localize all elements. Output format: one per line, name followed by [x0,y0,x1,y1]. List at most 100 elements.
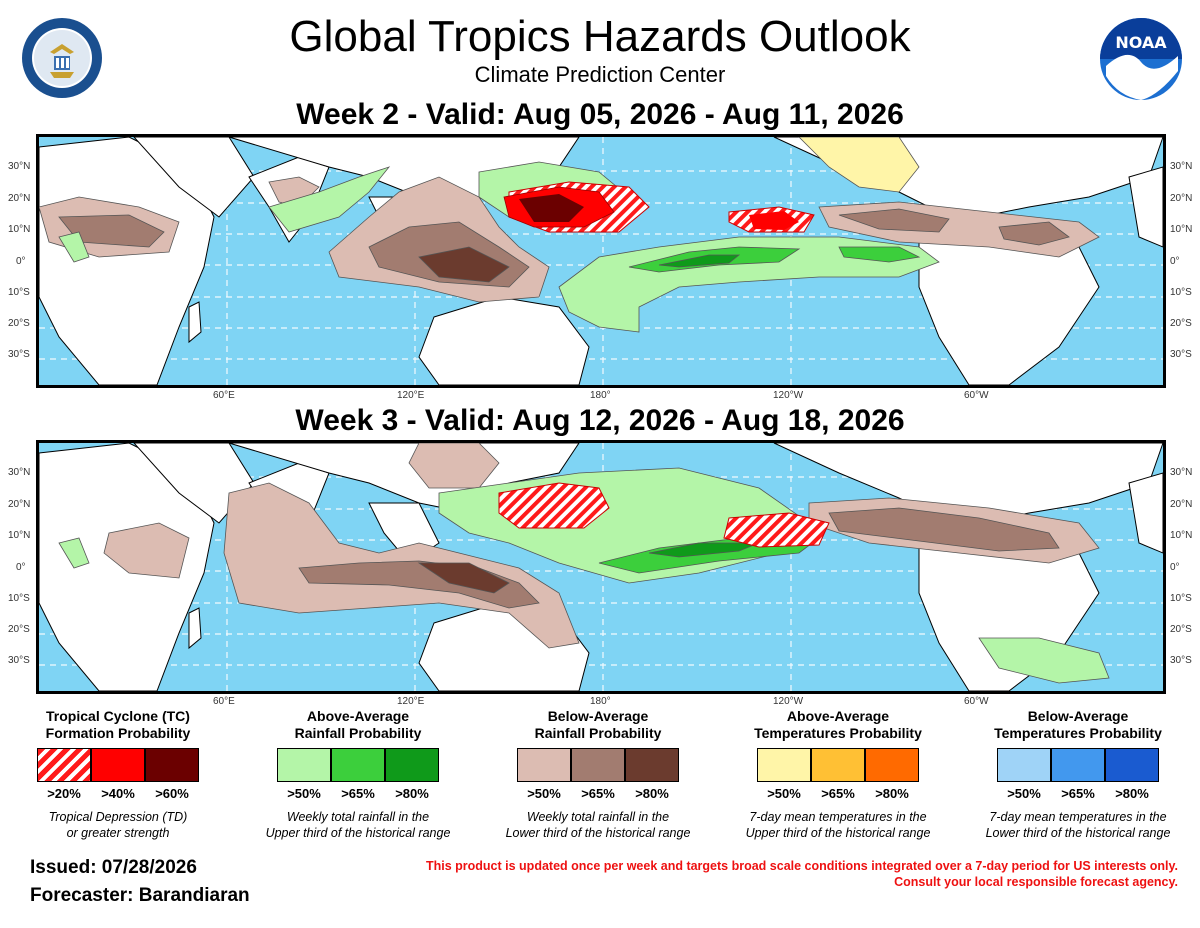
w3-lat-0-left: 0° [16,562,26,573]
legend-swatch-80 [1105,748,1159,782]
w2-lat-20s-right: 20°S [1170,318,1192,329]
week3-tc-epac-20 [723,512,830,548]
legend-note-line2: Upper third of the historical range [265,826,451,840]
w3-lon-60e: 60°E [213,696,235,707]
w2-lat-10s-right: 10°S [1170,287,1192,298]
legend-label: >80% [395,786,429,801]
legend-above-temperature: Above-Average Temperatures Probability >… [728,708,948,841]
legend-label: >65% [341,786,375,801]
west-africa-land [1128,166,1163,248]
legend-below-temperature: Below-Average Temperatures Probability >… [968,708,1188,841]
department-of-commerce-seal [20,16,104,100]
page-subtitle: Climate Prediction Center [474,62,726,87]
west-africa-land [1128,472,1163,554]
legend-note-line2: Lower third of the historical range [985,826,1171,840]
noaa-logo: NOAA [1098,16,1184,102]
w3-lat-20s-left: 20°S [8,624,30,635]
legend-title-line1: Below-Average [1027,708,1129,724]
legend-swatch-50 [517,748,571,782]
page-title: Global Tropics Hazards Outlook [289,12,911,61]
w2-lat-30n-left: 30°N [8,161,31,172]
madagascar-land [188,301,202,344]
legend-note-line1: Tropical Depression (TD) [48,810,188,824]
w3-lat-20s-right: 20°S [1170,624,1192,635]
w2-lat-10s-left: 10°S [8,287,30,298]
legend-swatch-80 [385,748,439,782]
w2-lon-120e: 120°E [397,390,425,401]
legend-swatch-65 [331,748,385,782]
w3-lat-20n-right: 20°N [1170,499,1193,510]
legend-swatch-60 [145,748,199,782]
w3-lat-10n-right: 10°N [1170,530,1193,541]
w3-lon-120e: 120°E [397,696,425,707]
legend-title-line2: Rainfall Probability [534,725,662,741]
week3-map[interactable] [36,440,1166,694]
week2-above-rain-eqpac-high [658,254,741,268]
legend-below-rainfall: Below-Average Rainfall Probability >50% … [488,708,708,841]
w2-lat-30n-right: 30°N [1170,161,1193,172]
legend-tc-formation: Tropical Cyclone (TC) Formation Probabil… [8,708,228,841]
legend-note-line1: 7-day mean temperatures in the [749,810,927,824]
legend-label: >40% [101,786,135,801]
w3-lat-10s-left: 10°S [8,593,30,604]
legend-label: >65% [821,786,855,801]
w2-lat-30s-left: 30°S [8,349,30,360]
legend-title-line1: Tropical Cyclone (TC) [46,708,190,724]
disclaimer-line1: This product is updated once per week an… [425,859,1178,873]
w2-lat-10n-left: 10°N [8,224,31,235]
legend-swatch-65 [811,748,865,782]
forecaster-name: Forecaster: Barandiaran [30,885,250,906]
week3-above-rain-sam [978,637,1110,684]
legend-swatch-80 [625,748,679,782]
week2-map[interactable] [36,134,1166,388]
legend-label: >80% [875,786,909,801]
legend-swatch-65 [1051,748,1105,782]
w3-lon-180: 180° [590,696,611,707]
w3-lon-60w: 60°W [964,696,989,707]
week3-below-rain-africa [103,522,190,579]
legend-title-line2: Formation Probability [45,725,191,741]
w2-lat-30s-right: 30°S [1170,349,1192,360]
w2-lat-0-right: 0° [1170,256,1180,267]
legend-swatch-65 [571,748,625,782]
legend-title-line2: Rainfall Probability [294,725,422,741]
week3-title: Week 3 - Valid: Aug 12, 2026 - Aug 18, 2… [295,404,905,437]
w3-lat-10s-right: 10°S [1170,593,1192,604]
week3-above-rain-eqpac-high [648,542,760,558]
legend-label: >50% [767,786,801,801]
w2-lon-60w: 60°W [964,390,989,401]
legend-swatch-50 [277,748,331,782]
w3-lat-30n-left: 30°N [8,467,31,478]
week2-tc-wpac-60 [519,194,584,222]
w3-lat-30s-right: 30°S [1170,655,1192,666]
w2-lat-0-left: 0° [16,256,26,267]
noaa-logo-text: NOAA [1115,33,1167,52]
legend-above-rainfall: Above-Average Rainfall Probability >50% … [248,708,468,841]
legend-note-line2: Upper third of the historical range [745,826,931,840]
w2-lat-20n-right: 20°N [1170,193,1193,204]
legend-label: >60% [155,786,189,801]
w3-lat-0-right: 0° [1170,562,1180,573]
disclaimer: This product is updated once per week an… [426,858,1178,890]
week3-below-rain-eastpac-mid [828,507,1060,552]
legend-label: >50% [1007,786,1041,801]
legend-swatch-20 [37,748,91,782]
legend-label: >65% [581,786,615,801]
week2-above-rain-africa [58,231,90,263]
legend-swatch-50 [997,748,1051,782]
week2-below-rain-eastpac-mid [838,208,950,233]
legend-title-line2: Temperatures Probability [994,725,1162,741]
w3-lat-30s-left: 30°S [8,655,30,666]
week3-tc-wpac-20 [498,482,610,529]
week2-below-rain-maritime-high [418,246,510,283]
legend-label: >50% [527,786,561,801]
legend-swatch-50 [757,748,811,782]
legend-title-line1: Below-Average [547,708,649,724]
w2-lon-60e: 60°E [213,390,235,401]
w3-lon-120w: 120°W [773,696,804,707]
legend-note-line1: Weekly total rainfall in the [286,810,430,824]
week3-map-canvas [39,443,1163,691]
legend-label: >20% [47,786,81,801]
legend-label: >50% [287,786,321,801]
legend-title-line1: Above-Average [786,708,890,724]
